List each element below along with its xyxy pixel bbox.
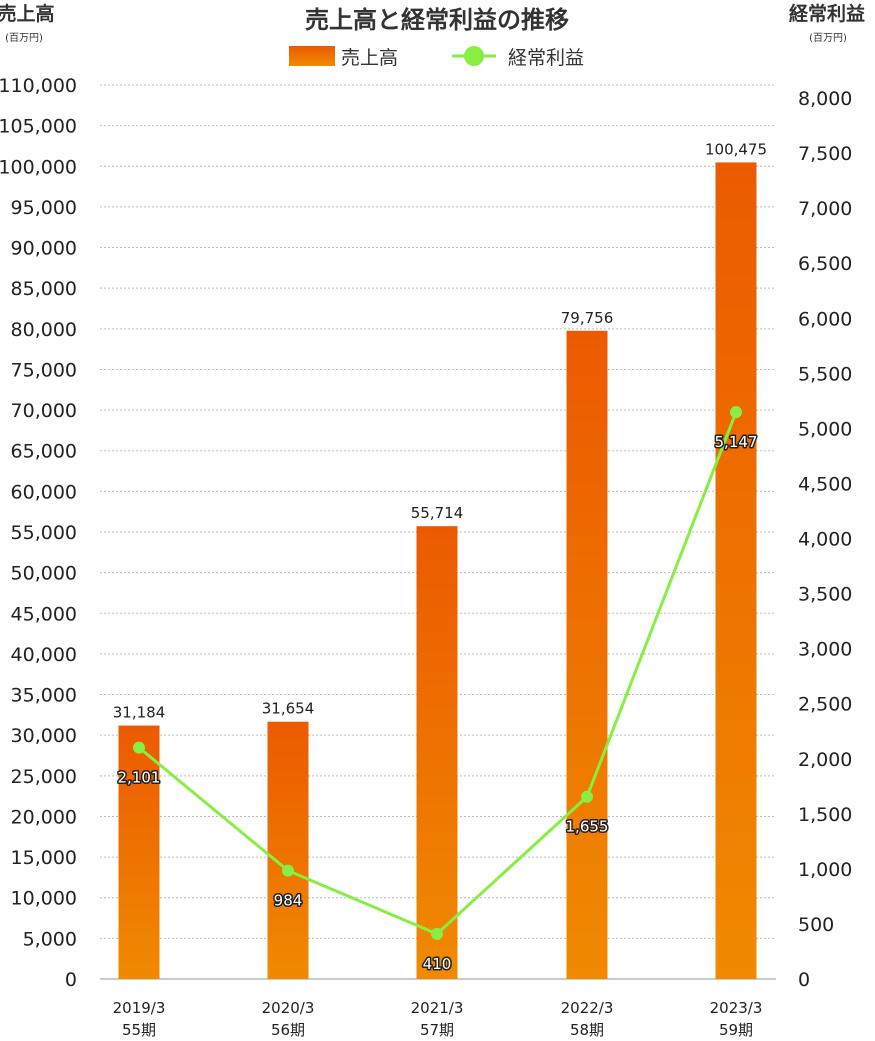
left-axis-ticks: 0 5,000 10,000 15,000 20,000 25,000 30,000 35,0…: [0, 75, 77, 991]
right-tick-label: 7,000: [798, 198, 852, 220]
left-tick-label: 85,000: [11, 278, 77, 300]
right-axis-ticks: 0 500 1,000 1,500 2,000 2,500 3,000 3,500 4,000 4…: [798, 88, 852, 991]
right-axis-title: 経常利益: [789, 2, 865, 25]
right-tick-label: 7,500: [798, 143, 852, 165]
sales-bar: [566, 330, 608, 979]
x-tick-date: 2019/3: [113, 999, 166, 1017]
legend-marker-profit: [464, 46, 484, 66]
x-tick-date: 2020/3: [262, 999, 315, 1017]
right-tick-label: 6,000: [798, 308, 852, 330]
left-tick-label: 0: [65, 969, 77, 991]
profit-point: [133, 741, 145, 754]
profit-point: [282, 864, 294, 877]
sales-bar-label: 31,654: [262, 700, 315, 718]
right-tick-label: 500: [798, 914, 834, 936]
left-tick-label: 40,000: [11, 644, 77, 666]
left-axis-unit: (百万円): [5, 32, 43, 44]
sales-bar-label: 79,756: [561, 309, 614, 327]
legend-label-sales: 売上高: [341, 47, 398, 69]
profit-labels: 2,101 984 410 1,655 5,147: [116, 432, 759, 975]
profit-point: [730, 406, 742, 419]
left-tick-label: 5,000: [23, 928, 77, 950]
profit-data-label: 5,147: [715, 433, 758, 451]
left-tick-label: 95,000: [11, 197, 77, 219]
left-tick-label: 25,000: [11, 766, 77, 788]
left-tick-label: 45,000: [11, 603, 77, 625]
profit-data-label: 410: [423, 955, 452, 973]
profit-data-label: 2,101: [118, 769, 161, 787]
right-tick-label: 0: [798, 969, 810, 991]
profit-data-label: 1,655: [566, 818, 609, 836]
left-tick-label: 20,000: [11, 806, 77, 828]
profit-data-label: 984: [274, 892, 303, 910]
profit-line: [133, 406, 742, 940]
sales-bar-label: 31,184: [113, 704, 166, 722]
right-tick-label: 1,000: [798, 859, 852, 881]
left-tick-label: 70,000: [11, 400, 77, 422]
sales-bar-labels: 31,184 31,654 55,714 79,756 100,475: [113, 140, 767, 721]
x-tick-period: 59期: [719, 1021, 753, 1039]
sales-bar: [715, 162, 757, 979]
legend-label-profit: 経常利益: [508, 47, 584, 69]
right-tick-label: 4,000: [798, 529, 852, 551]
sales-bar: [118, 725, 160, 979]
profit-point: [431, 927, 443, 940]
left-tick-label: 55,000: [11, 522, 77, 544]
x-tick-period: 57期: [420, 1021, 454, 1039]
sales-bars: [118, 162, 757, 979]
x-tick-date: 2023/3: [710, 999, 763, 1017]
left-tick-label: 110,000: [0, 75, 77, 97]
x-tick-date: 2022/3: [561, 999, 614, 1017]
chart-title: 売上高と経常利益の推移: [305, 6, 569, 34]
right-tick-label: 5,000: [798, 418, 852, 440]
right-tick-label: 6,500: [798, 253, 852, 275]
x-tick-period: 55期: [122, 1021, 156, 1039]
right-axis-unit: (百万円): [809, 32, 847, 44]
profit-point: [581, 790, 593, 803]
right-tick-label: 5,500: [798, 363, 852, 385]
left-tick-label: 105,000: [0, 116, 77, 138]
left-tick-label: 80,000: [11, 319, 77, 341]
left-tick-label: 50,000: [11, 563, 77, 585]
left-tick-label: 35,000: [11, 685, 77, 707]
right-tick-label: 3,500: [798, 584, 852, 606]
right-tick-label: 4,500: [798, 473, 852, 495]
sales-bar-label: 55,714: [411, 504, 464, 522]
left-tick-label: 15,000: [11, 847, 77, 869]
right-tick-label: 1,500: [798, 804, 852, 826]
left-tick-label: 90,000: [11, 238, 77, 260]
x-tick-date: 2021/3: [411, 999, 464, 1017]
left-tick-label: 65,000: [11, 441, 77, 463]
x-axis-ticks: 2019/3 55期 2020/3 56期 2021/3 57期 2022/3 58期 2023…: [113, 999, 763, 1039]
right-tick-label: 2,000: [798, 749, 852, 771]
x-tick-period: 56期: [271, 1021, 305, 1039]
right-tick-label: 2,500: [798, 694, 852, 716]
right-tick-label: 8,000: [798, 88, 852, 110]
left-tick-label: 30,000: [11, 725, 77, 747]
left-tick-label: 100,000: [0, 156, 77, 178]
legend: 売上高 経常利益: [289, 46, 584, 69]
legend-swatch-sales: [289, 46, 335, 66]
left-axis-title: 売上高: [0, 2, 55, 25]
x-tick-period: 58期: [570, 1021, 604, 1039]
sales-bar: [416, 526, 458, 979]
left-tick-label: 60,000: [11, 481, 77, 503]
left-tick-label: 75,000: [11, 359, 77, 381]
right-tick-label: 3,000: [798, 639, 852, 661]
sales-bar: [267, 721, 309, 979]
left-tick-label: 10,000: [11, 888, 77, 910]
sales-bar-label: 100,475: [705, 140, 767, 158]
